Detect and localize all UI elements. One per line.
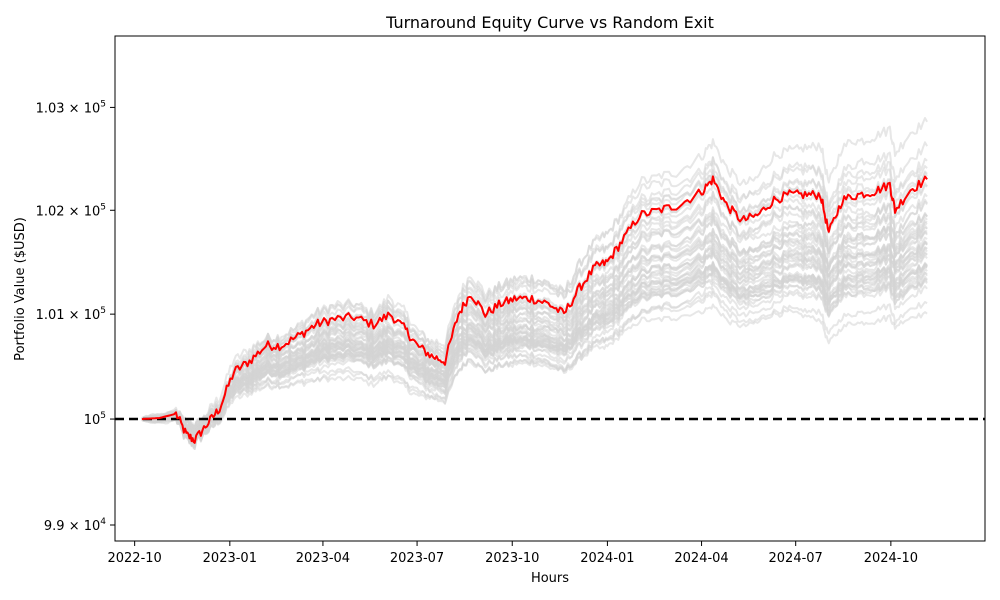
random-exit-curve [141, 280, 928, 439]
random-exit-curve [141, 291, 928, 438]
random-exit-curve [141, 213, 928, 445]
x-tick-label: 2022-10 [107, 551, 161, 566]
y-tick-label: 1.01 × 105 [36, 306, 106, 323]
random-exit-curve [141, 263, 928, 428]
x-tick-label: 2023-01 [203, 551, 257, 566]
plot-frame [114, 35, 986, 542]
x-axis-ticks: 2022-10 2023-01 2023-04 2023-07 2023-10 2024-… [107, 541, 918, 566]
random-exit-curve [141, 247, 928, 439]
turnaround-equity-line [141, 175, 928, 444]
x-axis-label: Hours [531, 571, 569, 586]
x-tick-label: 2023-07 [390, 551, 444, 566]
chart-title: Turnaround Equity Curve vs Random Exit [385, 13, 714, 32]
y-tick-label: 1.02 × 105 [36, 202, 106, 219]
random-exit-curve [141, 170, 928, 442]
random-exit-curve [141, 216, 928, 444]
random-exit-curve [141, 229, 928, 437]
x-tick-label: 2023-04 [296, 551, 350, 566]
y-tick-label: 105 [84, 411, 106, 428]
y-axis-ticks: 9.9 × 104 105 1.01 × 105 1.02 × 105 1.03 × 1… [36, 99, 115, 534]
x-tick-label: 2024-04 [674, 551, 728, 566]
y-tick-label: 1.03 × 105 [36, 99, 106, 116]
y-axis-label: Portfolio Value ($USD) [13, 217, 28, 361]
x-tick-label: 2023-10 [485, 551, 539, 566]
x-tick-label: 2024-01 [580, 551, 634, 566]
x-tick-label: 2024-10 [864, 551, 918, 566]
random-exit-curve [141, 263, 928, 429]
x-tick-label: 2024-07 [769, 551, 823, 566]
random-exit-curve [141, 191, 928, 448]
y-tick-label: 9.9 × 104 [44, 517, 106, 534]
